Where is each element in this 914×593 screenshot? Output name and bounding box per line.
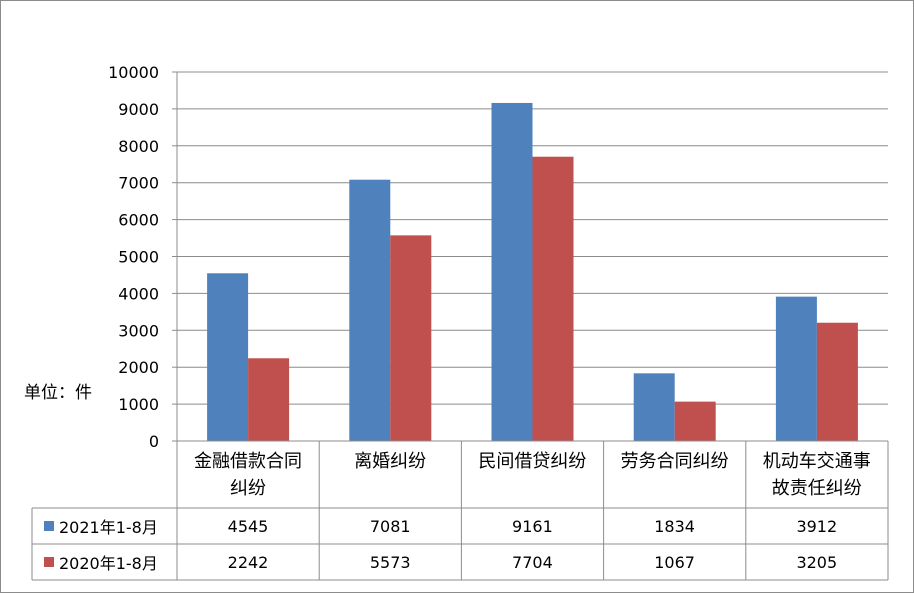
bar bbox=[816, 322, 858, 441]
y-tick-label: 5000 bbox=[118, 248, 159, 267]
legend-label: 2021年1-8月 bbox=[59, 518, 158, 537]
x-tick-label: 机动车交通事 故责任纠纷 bbox=[762, 451, 871, 499]
x-tick-label: 劳务合同纠纷 bbox=[620, 451, 729, 472]
y-tick-label: 9000 bbox=[118, 100, 159, 119]
data-label: 9161 bbox=[512, 516, 553, 536]
y-tick-label: 6000 bbox=[118, 211, 159, 230]
bar bbox=[390, 235, 432, 441]
data-label: 3205 bbox=[796, 552, 838, 572]
y-tick-label: 1000 bbox=[118, 395, 159, 414]
data-label: 7081 bbox=[369, 516, 411, 536]
y-tick-label: 0 bbox=[149, 432, 159, 451]
bar bbox=[532, 156, 574, 441]
data-label: 1067 bbox=[654, 552, 695, 572]
data-label: 5573 bbox=[369, 552, 411, 572]
data-label: 1834 bbox=[654, 516, 695, 536]
y-tick-label: 3000 bbox=[118, 321, 159, 340]
x-tick-label: 金融借款合同 纠纷 bbox=[194, 451, 302, 499]
legend-entry: 2021年1-8月 bbox=[32, 508, 178, 544]
bar bbox=[349, 179, 391, 441]
x-tick-label: 离婚纠纷 bbox=[354, 451, 427, 472]
x-tick-label: 民间借贷纠纷 bbox=[478, 451, 587, 472]
bar bbox=[491, 102, 533, 441]
legend-entry: 2020年1-8月 bbox=[32, 544, 178, 580]
data-label: 4545 bbox=[227, 516, 269, 536]
unit-label: 单位：件 bbox=[24, 383, 92, 403]
bar bbox=[775, 296, 817, 441]
y-tick-label: 4000 bbox=[118, 284, 159, 303]
bar bbox=[248, 358, 290, 441]
y-tick-label: 2000 bbox=[118, 358, 159, 377]
y-tick-label: 8000 bbox=[118, 137, 159, 156]
data-label: 3912 bbox=[796, 516, 838, 536]
data-label: 7704 bbox=[512, 552, 553, 572]
bar bbox=[633, 373, 675, 441]
bar bbox=[674, 401, 716, 441]
y-tick-label: 7000 bbox=[118, 174, 159, 193]
data-label: 2242 bbox=[227, 552, 269, 572]
legend-label: 2020年1-8月 bbox=[59, 554, 158, 573]
bar bbox=[207, 273, 249, 441]
legend-key bbox=[44, 521, 54, 531]
y-tick-label: 10000 bbox=[108, 63, 159, 82]
legend-key bbox=[44, 557, 54, 567]
